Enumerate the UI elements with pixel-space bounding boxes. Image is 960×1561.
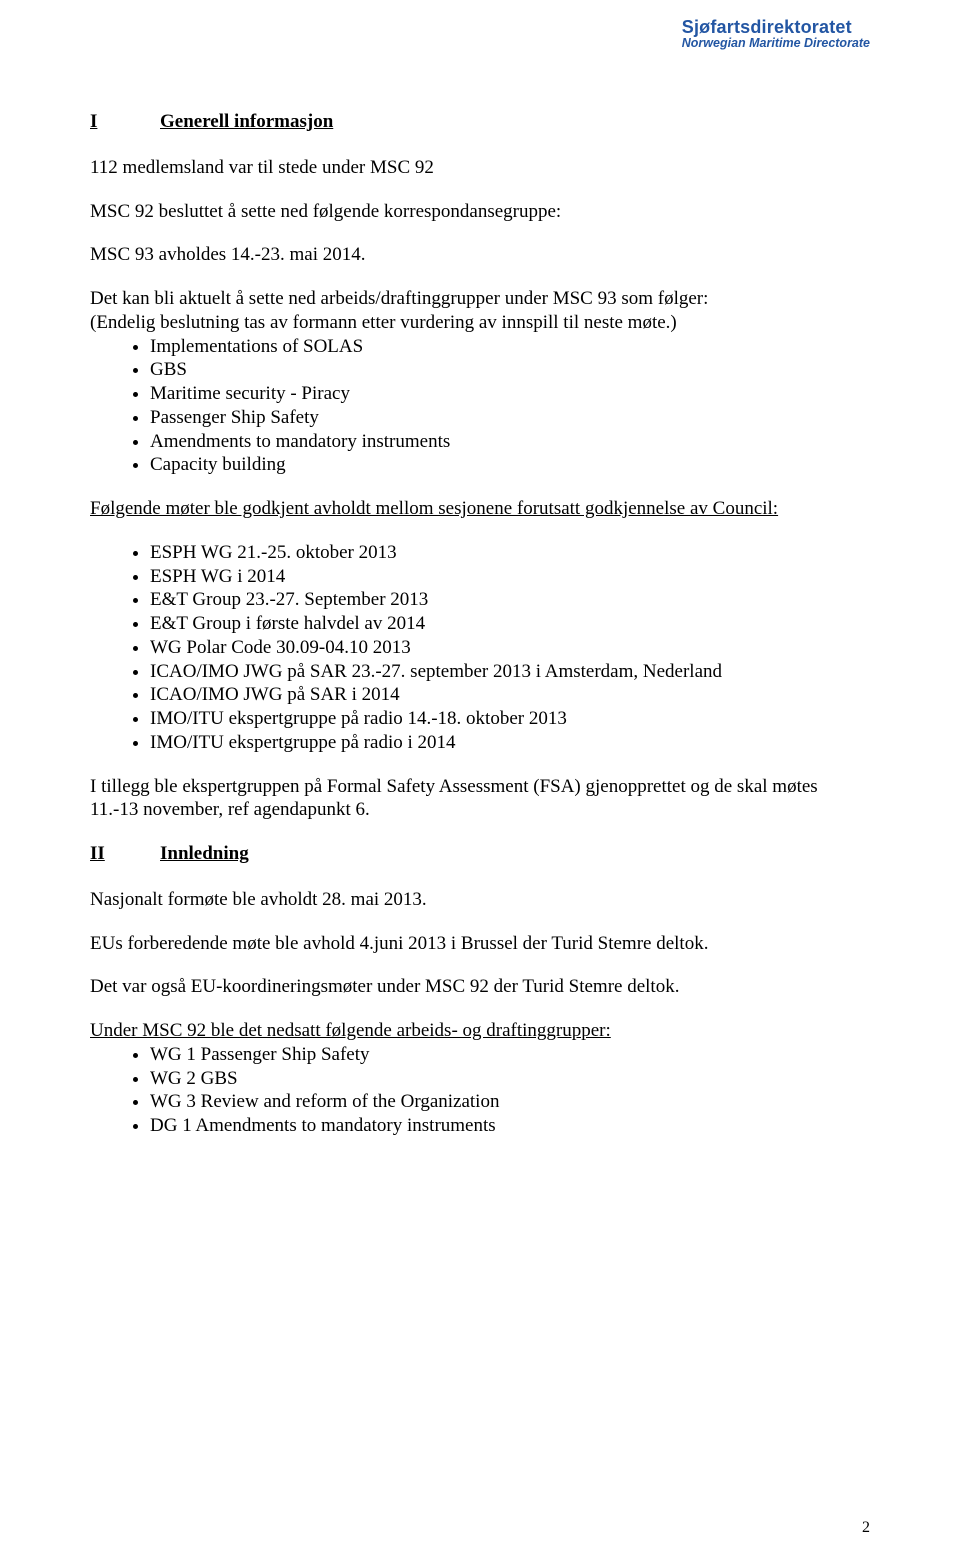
list-item: Implementations of SOLAS	[150, 335, 870, 359]
section-2-roman: II	[90, 842, 160, 866]
section-2-heading: IIInnledning	[90, 842, 870, 866]
list-item: ESPH WG i 2014	[150, 565, 870, 589]
page: Sjøfartsdirektoratet Norwegian Maritime …	[0, 0, 960, 1561]
section-2-title: Innledning	[160, 843, 249, 864]
approved-meetings-list: ESPH WG 21.-25. oktober 2013 ESPH WG i 2…	[90, 541, 870, 755]
section-2-paragraph: EUs forberedende møte ble avhold 4.juni …	[90, 932, 870, 956]
list-item: GBS	[150, 358, 870, 382]
drafting-groups-list: Implementations of SOLAS GBS Maritime se…	[90, 335, 870, 478]
section-1-title: Generell informasjon	[160, 111, 333, 132]
list-item: Maritime security - Piracy	[150, 382, 870, 406]
section-2-paragraph: Det var også EU-koordineringsmøter under…	[90, 975, 870, 999]
section-1-paragraph: MSC 92 besluttet å sette ned følgende ko…	[90, 200, 870, 224]
list-item: Passenger Ship Safety	[150, 406, 870, 430]
working-groups-label: Under MSC 92 ble det nedsatt følgende ar…	[90, 1019, 870, 1043]
section-1-paragraph: MSC 93 avholdes 14.-23. mai 2014.	[90, 243, 870, 267]
brand-main: Sjøfartsdirektoratet	[682, 18, 870, 37]
list-item: IMO/ITU ekspertgruppe på radio 14.-18. o…	[150, 707, 870, 731]
section-2-paragraph: Nasjonalt formøte ble avholdt 28. mai 20…	[90, 888, 870, 912]
list-item: WG 1 Passenger Ship Safety	[150, 1043, 870, 1067]
body-text: Det kan bli aktuelt å sette ned arbeids/…	[90, 288, 708, 309]
section-1-roman: I	[90, 110, 160, 134]
list-item: ESPH WG 21.-25. oktober 2013	[150, 541, 870, 565]
approved-meetings-label: Følgende møter ble godkjent avholdt mell…	[90, 497, 870, 521]
section-1-paragraph: I tillegg ble ekspertgruppen på Formal S…	[90, 775, 870, 823]
brand-header: Sjøfartsdirektoratet Norwegian Maritime …	[682, 18, 870, 50]
list-item: WG 3 Review and reform of the Organizati…	[150, 1090, 870, 1114]
document-body: IGenerell informasjon 112 medlemsland va…	[90, 110, 870, 1138]
section-1-paragraph: Det kan bli aktuelt å sette ned arbeids/…	[90, 287, 870, 335]
list-item: E&T Group i første halvdel av 2014	[150, 612, 870, 636]
working-groups-list: WG 1 Passenger Ship Safety WG 2 GBS WG 3…	[90, 1043, 870, 1138]
body-text: (Endelig beslutning tas av formann etter…	[90, 312, 677, 333]
list-item: Amendments to mandatory instruments	[150, 430, 870, 454]
list-item: WG Polar Code 30.09-04.10 2013	[150, 636, 870, 660]
list-item: IMO/ITU ekspertgruppe på radio i 2014	[150, 731, 870, 755]
list-item: E&T Group 23.-27. September 2013	[150, 588, 870, 612]
list-item: ICAO/IMO JWG på SAR 23.-27. september 20…	[150, 660, 870, 684]
section-1-heading: IGenerell informasjon	[90, 110, 870, 134]
brand-sub: Norwegian Maritime Directorate	[682, 37, 870, 50]
page-number: 2	[862, 1519, 870, 1537]
list-item: ICAO/IMO JWG på SAR i 2014	[150, 683, 870, 707]
list-item: DG 1 Amendments to mandatory instruments	[150, 1114, 870, 1138]
section-1-paragraph: 112 medlemsland var til stede under MSC …	[90, 156, 870, 180]
list-item: WG 2 GBS	[150, 1067, 870, 1091]
list-item: Capacity building	[150, 453, 870, 477]
